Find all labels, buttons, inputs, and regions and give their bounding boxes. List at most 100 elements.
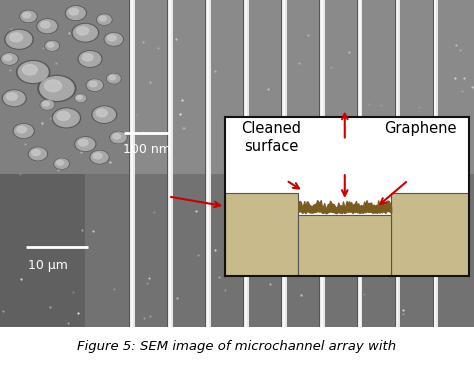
Circle shape: [93, 153, 102, 159]
Circle shape: [52, 108, 81, 128]
Circle shape: [41, 100, 54, 109]
Bar: [320, 0, 325, 327]
Bar: [207, 0, 209, 327]
Circle shape: [22, 65, 37, 75]
Circle shape: [3, 91, 25, 105]
Bar: [167, 0, 168, 327]
Circle shape: [57, 111, 70, 120]
Circle shape: [4, 55, 11, 60]
Circle shape: [105, 33, 122, 45]
Circle shape: [89, 81, 97, 87]
Circle shape: [82, 54, 93, 61]
Circle shape: [40, 100, 55, 110]
Circle shape: [92, 106, 117, 123]
Circle shape: [45, 80, 62, 92]
Circle shape: [75, 94, 86, 102]
Bar: [244, 0, 249, 327]
Text: Figure 5: SEM image of microchannel array with: Figure 5: SEM image of microchannel arra…: [77, 340, 397, 353]
Circle shape: [21, 11, 36, 22]
Circle shape: [40, 77, 74, 100]
Bar: [283, 0, 285, 327]
Circle shape: [90, 151, 109, 164]
Circle shape: [17, 61, 50, 84]
Bar: [130, 0, 135, 327]
Circle shape: [65, 6, 86, 20]
Circle shape: [9, 33, 23, 42]
Bar: [243, 0, 244, 327]
Bar: [396, 0, 401, 327]
Bar: [130, 0, 474, 174]
Bar: [358, 0, 363, 327]
Circle shape: [18, 62, 48, 83]
Circle shape: [17, 126, 26, 133]
Bar: [357, 0, 358, 327]
Circle shape: [100, 16, 106, 21]
Circle shape: [77, 27, 89, 35]
Circle shape: [78, 51, 102, 67]
Circle shape: [76, 138, 95, 151]
Bar: [299, 215, 391, 276]
Circle shape: [66, 7, 85, 20]
Text: Cleaned
surface: Cleaned surface: [242, 121, 301, 154]
Bar: [129, 0, 130, 327]
Circle shape: [38, 20, 57, 33]
Bar: [391, 193, 469, 276]
Circle shape: [79, 51, 100, 66]
Circle shape: [77, 96, 82, 99]
Bar: [395, 0, 396, 327]
Bar: [169, 0, 171, 327]
Bar: [225, 193, 299, 276]
Circle shape: [54, 109, 79, 127]
Circle shape: [29, 148, 46, 160]
Circle shape: [55, 159, 68, 168]
Bar: [245, 0, 247, 327]
Circle shape: [6, 30, 32, 48]
Bar: [206, 0, 211, 327]
Circle shape: [72, 24, 99, 42]
Circle shape: [38, 75, 76, 101]
Circle shape: [93, 107, 115, 122]
Circle shape: [43, 102, 49, 106]
Circle shape: [2, 90, 26, 107]
Circle shape: [109, 75, 116, 80]
Circle shape: [2, 54, 17, 64]
Circle shape: [75, 137, 96, 151]
Bar: [434, 0, 438, 327]
Bar: [282, 0, 287, 327]
Circle shape: [69, 9, 78, 15]
Circle shape: [108, 35, 116, 41]
Circle shape: [13, 124, 34, 138]
Bar: [0, 0, 130, 174]
Bar: [397, 0, 399, 327]
Circle shape: [54, 158, 69, 169]
Bar: [168, 0, 173, 327]
Circle shape: [104, 33, 123, 46]
Bar: [131, 0, 133, 327]
Bar: [205, 0, 206, 327]
Circle shape: [91, 151, 108, 163]
Circle shape: [87, 80, 102, 90]
Circle shape: [57, 160, 64, 165]
Circle shape: [1, 53, 18, 65]
Circle shape: [111, 132, 126, 143]
Text: 10 μm: 10 μm: [28, 259, 68, 272]
Circle shape: [28, 147, 47, 161]
Circle shape: [5, 30, 33, 49]
Circle shape: [20, 10, 37, 22]
Circle shape: [7, 93, 17, 100]
Bar: [435, 0, 437, 327]
Circle shape: [107, 74, 120, 83]
Bar: [281, 0, 282, 327]
Bar: [321, 0, 323, 327]
Text: 100 nm: 100 nm: [123, 143, 171, 156]
Circle shape: [14, 124, 33, 138]
Circle shape: [96, 109, 107, 117]
Circle shape: [37, 19, 58, 33]
Circle shape: [107, 74, 121, 84]
Circle shape: [75, 95, 86, 102]
Circle shape: [86, 79, 103, 91]
Circle shape: [113, 134, 120, 139]
Circle shape: [97, 14, 112, 25]
Bar: [433, 0, 434, 327]
Bar: [0, 174, 474, 327]
